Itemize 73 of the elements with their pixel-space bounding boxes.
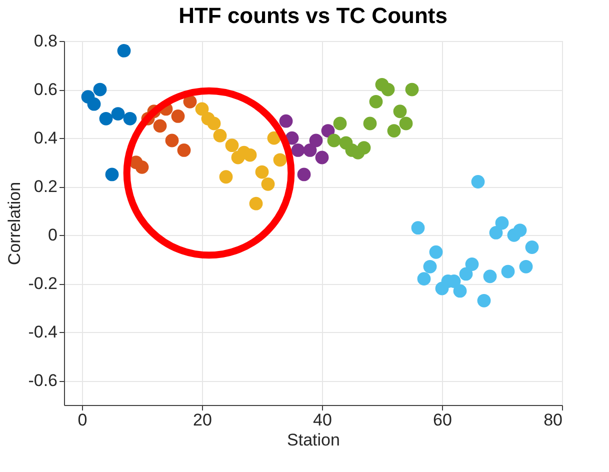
y-tick-label: -0.4 (28, 322, 58, 342)
point (117, 44, 131, 58)
point (429, 245, 443, 259)
point (87, 97, 101, 111)
point (153, 119, 167, 133)
y-tick-label: 0.8 (34, 32, 58, 50)
y-tick-label: 0.2 (34, 177, 58, 196)
y-axis-title: Correlation (5, 182, 24, 266)
point (459, 267, 473, 281)
x-tick-label: 40 (313, 410, 332, 430)
y-tick-label: -0.2 (28, 274, 58, 294)
point (171, 110, 185, 123)
x-tick-label: 0 (78, 410, 88, 430)
point (297, 168, 311, 182)
point (399, 116, 413, 130)
point (465, 258, 479, 271)
point (291, 144, 305, 157)
point (261, 177, 275, 191)
point (489, 226, 503, 240)
point (195, 102, 209, 116)
point (423, 260, 437, 274)
point (279, 114, 293, 128)
point (225, 138, 239, 152)
point (315, 150, 329, 164)
chart-title: HTF counts vs TC Counts (178, 3, 448, 28)
point (135, 160, 149, 174)
x-tick-label: 20 (193, 410, 212, 430)
y-tick-label: 0.6 (34, 80, 58, 100)
point (513, 224, 527, 237)
point (105, 168, 119, 182)
x-axis-title: Station (287, 430, 340, 450)
point (411, 221, 425, 235)
point (357, 141, 371, 154)
point (219, 170, 233, 184)
point (495, 216, 509, 230)
y-tick-label: 0 (48, 226, 58, 245)
point (483, 270, 497, 284)
point (525, 240, 539, 254)
point (471, 175, 485, 188)
point (501, 264, 515, 278)
point (249, 196, 263, 210)
point (93, 82, 107, 96)
point (183, 94, 197, 108)
point (381, 82, 395, 96)
point (165, 134, 179, 148)
x-tick-label: 60 (433, 410, 452, 430)
point (243, 148, 257, 162)
point (303, 144, 317, 157)
point (99, 112, 113, 126)
x-tick-label: 80 (544, 410, 562, 430)
point (363, 116, 377, 130)
point (369, 94, 383, 108)
point (207, 116, 221, 130)
point (213, 128, 227, 142)
point (387, 124, 401, 138)
point (123, 112, 137, 126)
point (519, 260, 533, 274)
point (273, 153, 287, 167)
point (453, 284, 467, 298)
point (111, 107, 125, 120)
point (393, 104, 407, 118)
point (309, 134, 323, 148)
point (477, 294, 491, 308)
point (405, 82, 419, 96)
y-tick-label: 0.4 (34, 128, 58, 148)
point (255, 165, 269, 179)
point (417, 272, 431, 286)
point (321, 124, 335, 138)
point (327, 134, 341, 148)
point (333, 116, 347, 130)
point (177, 144, 191, 157)
point (267, 131, 281, 145)
y-tick-label: -0.6 (28, 371, 58, 390)
